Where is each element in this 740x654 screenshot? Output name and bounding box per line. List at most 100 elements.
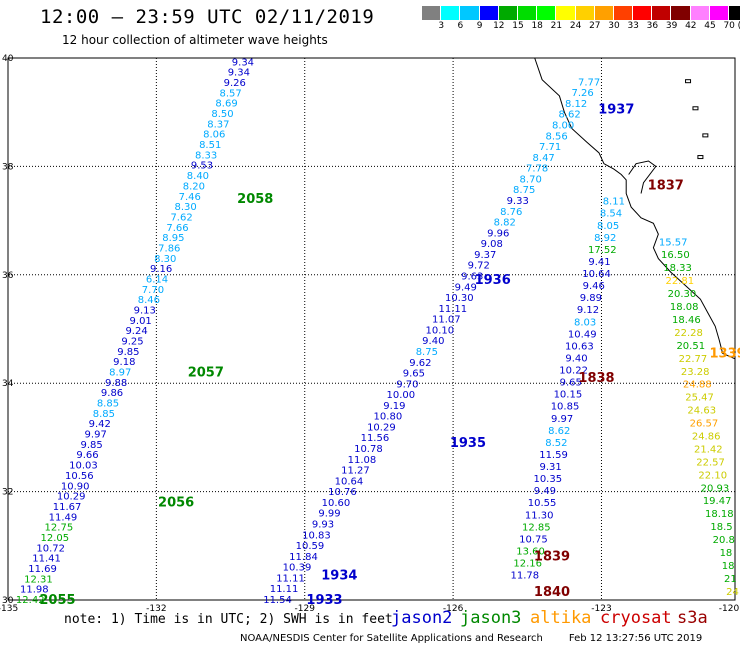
swh-value: 8.92 [594,233,616,244]
swh-value: 18 [720,548,733,559]
swh-value: 9.24 [125,326,147,337]
swh-value: 9.25 [121,337,143,348]
inland-lake [692,106,699,111]
swh-value: 9.18 [113,357,135,368]
lat-tick-label: 40 [2,54,14,64]
swh-value: 9.65 [403,369,425,380]
swh-value: 12.31 [24,574,53,585]
scale-tick-label: 70 [723,21,735,31]
swh-value: 8.00 [552,121,574,132]
swh-value: 9.99 [318,509,340,520]
lon-tick-label: -129 [295,604,316,614]
swh-value: 9.26 [224,78,246,89]
scale-tick-label: 24 [569,21,582,31]
swh-value: 8.54 [600,209,622,220]
swh-value: 10.22 [559,366,588,377]
scale-tick-label: 15 [512,21,524,31]
swh-value: 18.08 [670,302,699,313]
scale-swatch [729,6,740,20]
swh-value: 8.06 [203,130,225,141]
swh-value: 24.88 [683,380,712,391]
pass-label: 2057 [188,365,224,380]
swh-value: 18.5 [710,522,732,533]
swh-value: 24.86 [692,431,721,442]
swh-value: 11.56 [361,433,390,444]
scale-swatch [575,6,595,20]
swh-value: 11.11 [438,304,467,315]
pass-label: 1339 [709,346,740,361]
swh-value: 10.72 [36,543,65,554]
swh-value: 13.60 [516,546,545,557]
swh-value: 12.05 [40,533,69,544]
swh-value: 8.95 [162,233,184,244]
footer: NOAA/NESDIS Center for Satellite Applica… [240,633,702,644]
swh-value: 11.41 [32,554,61,565]
swh-value: 10.60 [322,498,351,509]
swh-value: 10.15 [554,390,583,401]
swh-value: 12.75 [45,523,74,534]
swh-value: 8.30 [175,202,197,213]
swh-value: 9.86 [101,388,123,399]
swh-value: 21.42 [694,444,723,455]
pass-label: 1937 [598,102,634,117]
lat-tick-label: 30 [2,596,14,606]
swh-value: 24 [726,587,739,598]
swh-value: 8.40 [187,171,209,182]
pass-label: 1838 [578,371,614,386]
swh-value: 9.96 [487,228,509,239]
scale-swatch [613,6,634,20]
swh-value: 22.10 [698,470,727,481]
lat-tick-label: 38 [2,162,14,172]
scale-swatch [556,6,576,20]
pass-label: 1935 [450,436,486,451]
pass-label: 1933 [306,593,342,608]
swh-value: 9.62 [409,358,431,369]
swh-value: 8.20 [183,181,205,192]
lon-tick-label: -126 [443,604,464,614]
scale-swatch [633,6,653,20]
scale-swatch [652,6,672,20]
swh-value: 8.50 [211,109,233,120]
legend-s3a: s3a [677,608,708,628]
swh-value: 9.12 [577,305,599,316]
swh-value: 7.62 [170,212,192,223]
legend-cryosat: cryosat [600,608,672,628]
swh-value: 8.47 [533,153,555,164]
swh-value: 7.78 [526,164,548,175]
swh-value: 9.85 [117,347,139,358]
legend-jason3: jason3 [460,608,522,628]
swh-value: 10.76 [328,487,357,498]
swh-value: 10.39 [283,563,312,574]
swh-value: 11.69 [28,564,57,575]
swh-value: 10.56 [65,471,94,482]
swh-value: 22.81 [665,276,694,287]
scale-tick-label: 27 [589,21,601,31]
swh-value: 8.70 [520,174,542,185]
swh-value: 18 [722,561,735,572]
swh-value: 10.30 [445,293,474,304]
swh-value: 9.40 [422,336,444,347]
lon-tick-label: -120 [719,604,740,614]
swh-value: 12.85 [522,522,551,533]
scale-swatch [690,6,710,20]
swh-value: 22.57 [696,457,725,468]
scale-tick-label: 6 [457,21,464,31]
scale-tick-label: 30 [608,21,620,31]
scale-swatch [709,6,729,20]
swh-value: 17.52 [588,245,617,256]
map-frame [7,57,736,601]
swh-value: 10.78 [354,444,383,455]
swh-value: 26.57 [690,419,719,430]
swh-value: 9.53 [191,161,213,172]
swh-value: 7.86 [158,243,180,254]
swh-value: 9.33 [507,196,529,207]
swh-value: 9.16 [150,264,172,275]
swh-value: 23.28 [681,367,710,378]
swh-value: 9.66 [76,450,98,461]
swh-value: 9.65 [560,378,582,389]
inland-lake [685,79,692,84]
swh-value: 8.46 [138,295,160,306]
swh-value: 9.46 [583,281,605,292]
swh-value: 11.07 [432,315,461,326]
swh-value: 9.13 [134,305,156,316]
